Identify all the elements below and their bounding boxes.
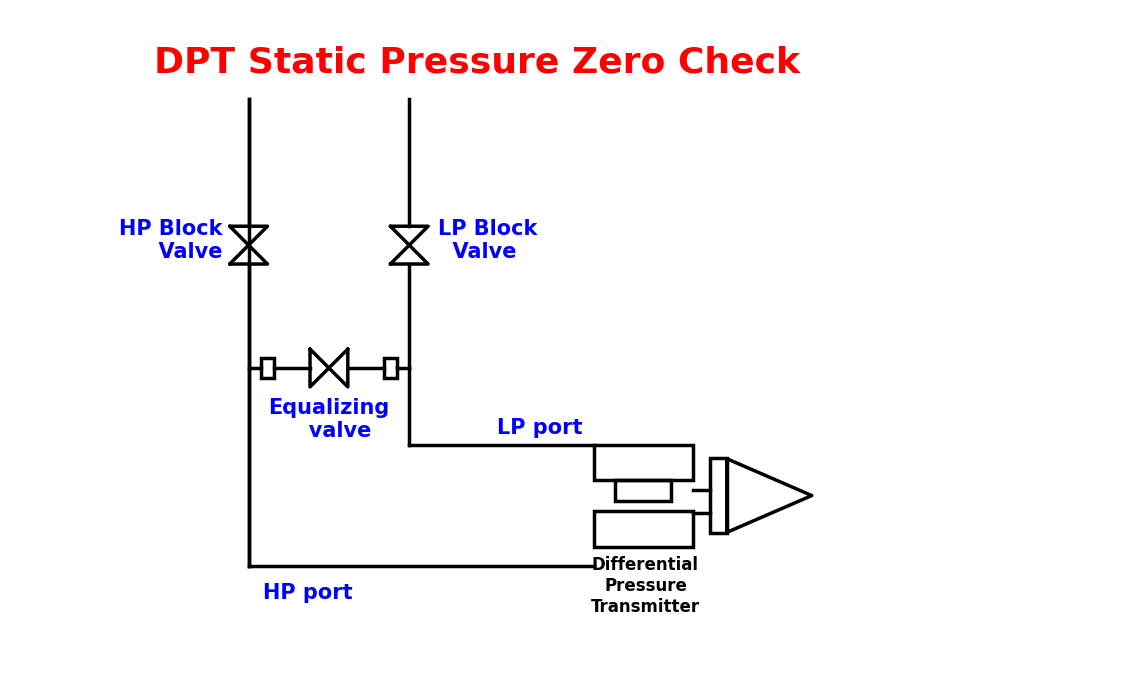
Bar bbox=[384, 357, 396, 378]
Text: LP Block
  Valve: LP Block Valve bbox=[437, 219, 537, 262]
Text: DPT Static Pressure Zero Check: DPT Static Pressure Zero Check bbox=[154, 45, 800, 79]
Text: Equalizing
   valve: Equalizing valve bbox=[268, 398, 390, 441]
Bar bbox=[261, 357, 274, 378]
Text: Differential
Pressure
Transmitter: Differential Pressure Transmitter bbox=[591, 556, 700, 616]
Text: HP port: HP port bbox=[262, 584, 352, 604]
Text: LP port: LP port bbox=[496, 418, 582, 437]
Bar bbox=[615, 480, 671, 501]
Bar bbox=[710, 458, 727, 534]
Text: HP Block
  Valve: HP Block Valve bbox=[118, 219, 223, 262]
Bar bbox=[593, 511, 693, 547]
Bar bbox=[593, 445, 693, 480]
